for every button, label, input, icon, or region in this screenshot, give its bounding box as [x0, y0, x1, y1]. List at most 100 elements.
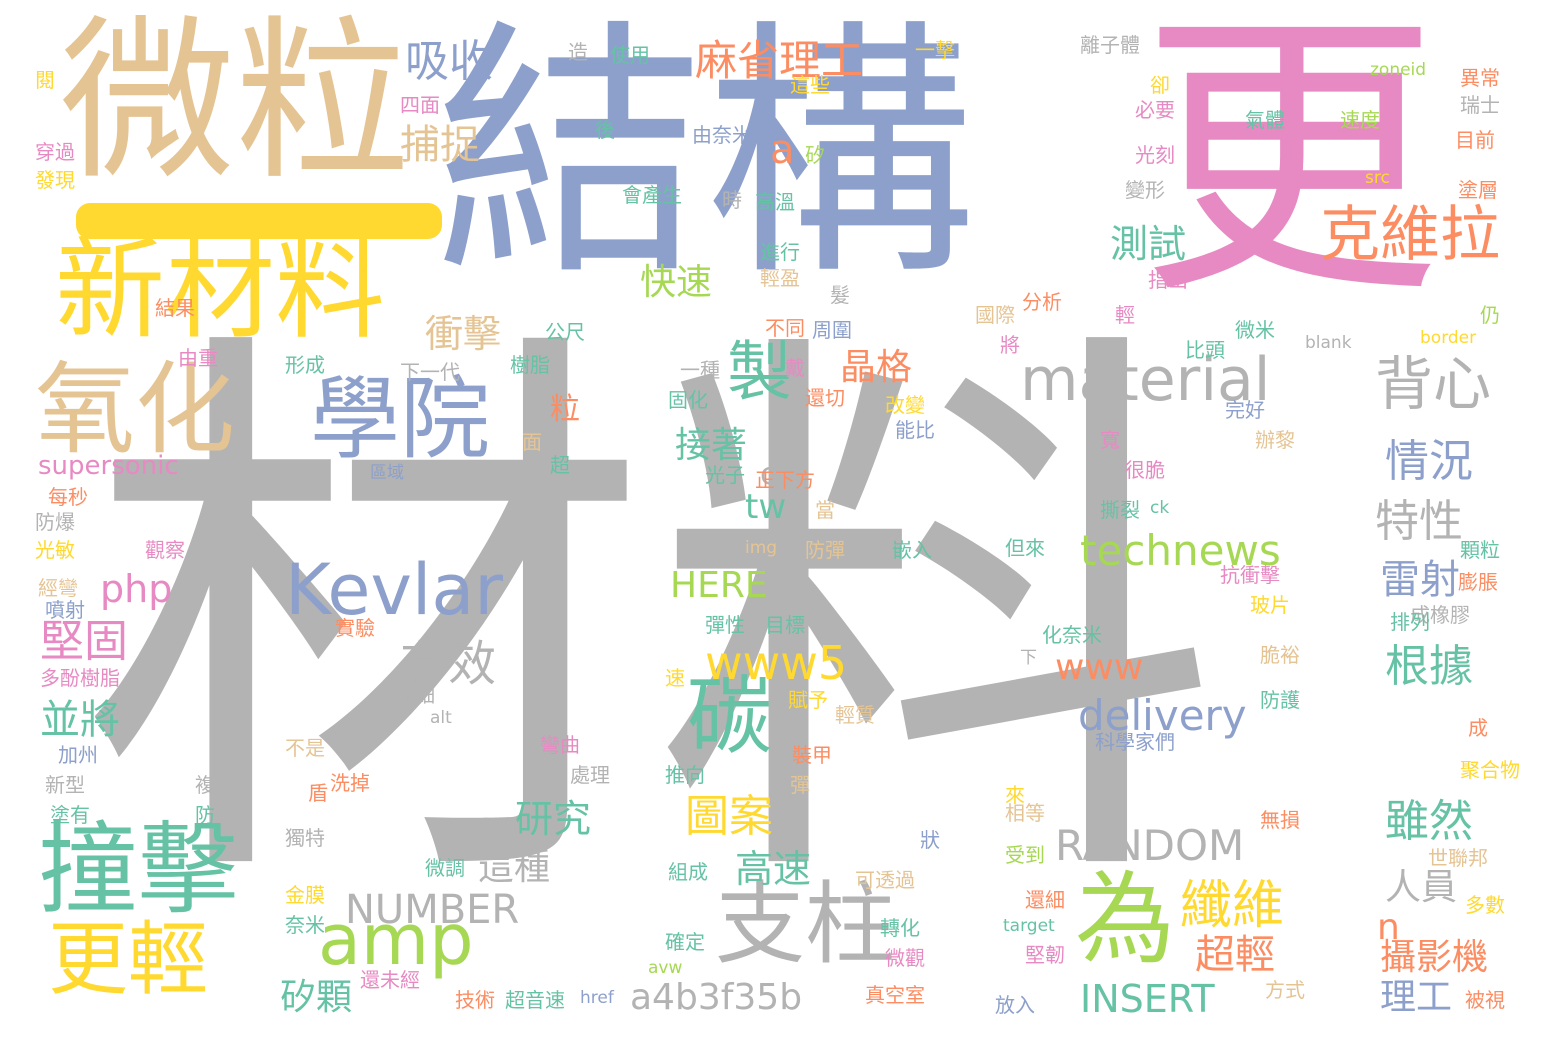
cloud-word: 閱 [35, 68, 55, 92]
cloud-word: 聚合物 [1460, 758, 1520, 782]
cloud-word: 公尺 [545, 320, 585, 344]
cloud-word: 微調 [425, 856, 465, 880]
cloud-word: 有效 [400, 636, 497, 692]
cloud-word: 方式 [1265, 978, 1305, 1002]
cloud-word: 裝甲 [792, 743, 832, 767]
cloud-word: blank [1305, 333, 1352, 353]
cloud-word: 碳 [687, 668, 773, 767]
cloud-word: 金膜 [285, 883, 325, 907]
cloud-word: 能比 [895, 418, 935, 442]
cloud-word: 辦黎 [1255, 428, 1295, 452]
cloud-word: 防彈 [805, 538, 845, 562]
cloud-word: 世聯邦 [1428, 846, 1488, 870]
cloud-word: 四面 [400, 93, 440, 117]
cloud-word: delivery [1078, 691, 1247, 740]
cloud-word: avw [648, 958, 683, 978]
cloud-word: 撞擊 [38, 811, 238, 928]
cloud-word: border [1420, 328, 1477, 348]
cloud-word: 膨脹 [1458, 570, 1498, 594]
cloud-word: 寬 [1100, 428, 1120, 452]
cloud-word: 可透過 [855, 868, 915, 892]
cloud-word: 氣體 [1245, 108, 1285, 132]
cloud-word: 雖然 [1385, 796, 1473, 847]
cloud-word: 纖維 [1180, 876, 1285, 936]
cloud-word: 這種 [478, 847, 551, 888]
cloud-word: 材料 [80, 288, 1220, 951]
cloud-word: 微粒 [60, 1, 410, 204]
cloud-word: 一種 [680, 358, 720, 382]
cloud-word: 並將 [40, 697, 120, 743]
cloud-word: 髮 [830, 283, 850, 307]
cloud-word: 輕 [1115, 303, 1135, 327]
cloud-word: 觀察 [145, 538, 185, 562]
cloud-word: 彎曲 [540, 733, 580, 757]
cloud-word: 將 [1000, 333, 1020, 357]
cloud-word: 不是 [285, 736, 325, 760]
highlight-bar [76, 203, 442, 239]
cloud-word: img [745, 538, 778, 558]
cloud-word: 每秒 [48, 485, 88, 509]
cloud-word: 新材料 [55, 226, 385, 354]
cloud-word: 成 [1468, 716, 1488, 740]
cloud-word: 分析 [1022, 290, 1062, 314]
cloud-word: 人員 [1385, 867, 1458, 908]
cloud-word: 彈 [790, 773, 810, 797]
cloud-word: 背心 [1375, 350, 1492, 418]
cloud-word: 改變 [885, 393, 925, 417]
cloud-word: 完好 [1225, 398, 1265, 422]
cloud-word: a [770, 127, 795, 173]
cloud-word: 堅固 [40, 616, 128, 667]
cloud-word: 由重 [178, 346, 218, 370]
cloud-word: 還未經 [360, 968, 420, 992]
cloud-word: 根據 [1385, 641, 1473, 692]
cloud-word: 研究 [515, 797, 592, 841]
cloud-word: INSERT [1080, 977, 1215, 1021]
cloud-word: 撕裂 [1100, 498, 1140, 522]
cloud-word: 由奈米 [692, 123, 752, 147]
cloud-word: 造 [568, 40, 588, 64]
cloud-word: technews [1080, 526, 1281, 575]
cloud-word: 仔細 [395, 683, 435, 707]
cloud-word: 相等 [1005, 801, 1045, 825]
cloud-word: href [580, 988, 614, 1008]
cloud-word: 顆粒 [1460, 538, 1500, 562]
cloud-word: 防爆 [35, 510, 75, 534]
cloud-word: 嵌入 [892, 538, 932, 562]
cloud-word: 變形 [1125, 178, 1165, 202]
cloud-word: 會產生 [622, 183, 682, 207]
cloud-word: 輕盈 [760, 266, 800, 290]
cloud-word: 組成 [668, 860, 708, 884]
cloud-word: 塗層 [1458, 178, 1498, 202]
cloud-word: 晶格 [840, 347, 913, 388]
cloud-word: 推向 [665, 763, 705, 787]
cloud-word: 來 [1005, 783, 1025, 807]
cloud-word: 目前 [1455, 128, 1495, 152]
cloud-word: 比頭 [1185, 338, 1225, 362]
cloud-word: 受到 [1005, 843, 1045, 867]
cloud-word: 一擊 [915, 38, 955, 62]
cloud-word: 形成 [285, 353, 325, 377]
cloud-word: supersonic [38, 451, 179, 481]
cloud-word: zoneid [1370, 60, 1427, 80]
cloud-word: 進行 [760, 240, 800, 264]
cloud-word: 但來 [1005, 536, 1045, 560]
cloud-word: 速度 [1340, 108, 1380, 132]
cloud-word: 超音速 [505, 988, 565, 1012]
cloud-word: 微米 [1235, 318, 1275, 342]
cloud-word: 放入 [995, 993, 1035, 1017]
cloud-word: 光敏 [35, 538, 75, 562]
cloud-word: 這些 [790, 73, 830, 97]
cloud-word: 戴 [785, 356, 805, 380]
cloud-word: 異常 [1460, 66, 1500, 90]
cloud-word: 捕捉 [400, 122, 480, 168]
cloud-word: RANDOM [1055, 821, 1245, 870]
cloud-word: 加州 [58, 743, 98, 767]
cloud-word: 微觀 [885, 946, 925, 970]
cloud-word: 接著 [675, 425, 748, 466]
cloud-word: 抗衝擊 [1220, 563, 1280, 587]
cloud-word: 正下方 [755, 468, 815, 492]
cloud-word: 矽顆 [280, 977, 353, 1018]
cloud-word: 還切 [805, 386, 845, 410]
cloud-word: 製 [727, 335, 793, 410]
